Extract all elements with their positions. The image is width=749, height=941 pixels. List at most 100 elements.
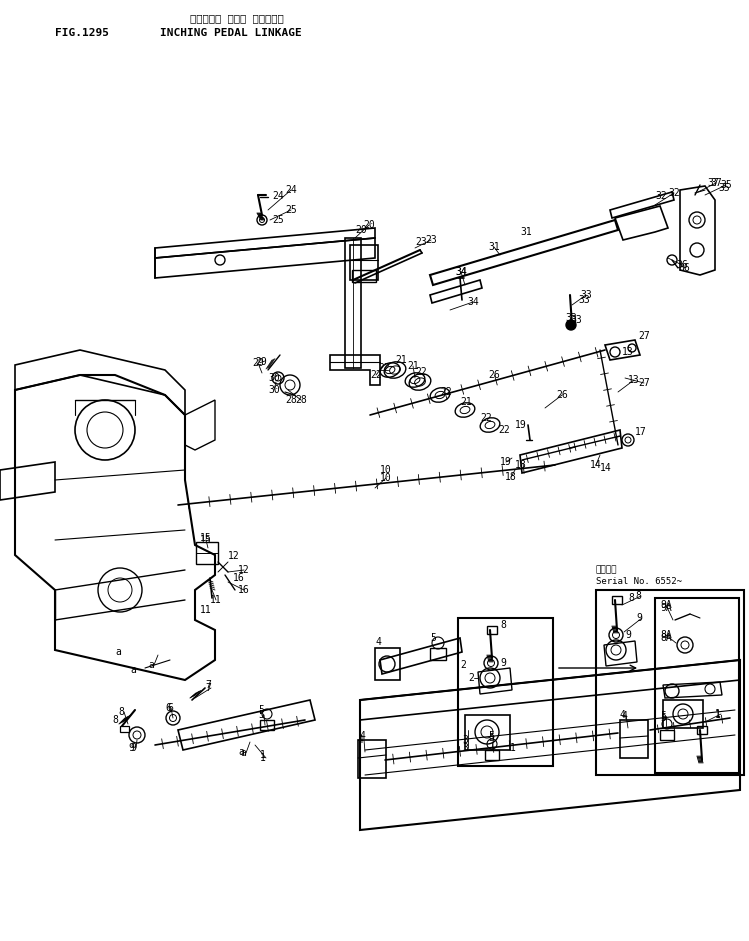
- Text: 1: 1: [260, 753, 266, 763]
- Bar: [350, 245, 378, 280]
- Text: 33: 33: [565, 313, 577, 323]
- Text: 3: 3: [462, 735, 468, 745]
- Text: 11: 11: [210, 595, 222, 605]
- Text: 34: 34: [467, 297, 479, 307]
- Text: 9: 9: [130, 743, 136, 753]
- Text: 6: 6: [165, 703, 171, 713]
- Text: 29: 29: [252, 358, 264, 368]
- Text: 35: 35: [720, 180, 732, 190]
- Polygon shape: [615, 206, 668, 240]
- Bar: [487, 626, 497, 634]
- Text: 20: 20: [363, 220, 374, 230]
- Text: 9: 9: [625, 630, 631, 640]
- Text: 8A: 8A: [660, 630, 672, 640]
- Bar: [620, 720, 648, 758]
- Text: a: a: [148, 660, 154, 670]
- Text: 2: 2: [460, 660, 466, 670]
- Text: 23: 23: [425, 235, 437, 245]
- Text: 13: 13: [628, 375, 640, 385]
- Text: 9A: 9A: [660, 603, 672, 613]
- Text: 16: 16: [233, 573, 245, 583]
- Text: 8: 8: [635, 591, 641, 601]
- Text: a: a: [238, 747, 244, 757]
- Bar: [655, 598, 739, 773]
- Text: 15: 15: [200, 533, 212, 543]
- Text: 21: 21: [460, 397, 472, 407]
- Text: 4: 4: [375, 637, 381, 647]
- Text: 8: 8: [628, 593, 634, 603]
- Text: 11: 11: [200, 605, 212, 615]
- Text: 9A: 9A: [660, 600, 672, 610]
- Text: 32: 32: [668, 188, 680, 198]
- Text: 34: 34: [455, 267, 467, 277]
- Bar: [430, 648, 446, 660]
- Text: 22: 22: [440, 387, 452, 397]
- Text: 24: 24: [285, 185, 297, 195]
- Text: 32: 32: [655, 191, 667, 201]
- Bar: [260, 720, 274, 730]
- Text: 29: 29: [255, 357, 267, 367]
- Text: 24: 24: [272, 191, 284, 201]
- Text: 22: 22: [480, 413, 492, 423]
- Text: 9: 9: [128, 743, 134, 753]
- Text: 7: 7: [205, 680, 211, 690]
- Text: 19: 19: [500, 457, 512, 467]
- Text: 2: 2: [468, 673, 474, 683]
- Bar: [458, 618, 553, 766]
- Text: 1: 1: [715, 709, 721, 719]
- Text: FIG.1295: FIG.1295: [55, 28, 109, 38]
- Bar: [120, 726, 129, 732]
- Text: 16: 16: [238, 585, 249, 595]
- Text: 8: 8: [112, 715, 118, 725]
- Text: 5: 5: [660, 711, 666, 721]
- Text: 20: 20: [355, 225, 367, 235]
- Text: 25: 25: [272, 215, 284, 225]
- Text: 37: 37: [707, 178, 719, 188]
- Text: 33: 33: [570, 315, 582, 325]
- Text: 12: 12: [228, 551, 240, 561]
- Text: 27: 27: [638, 331, 649, 341]
- Text: インチング ペダル リンケージ: インチング ペダル リンケージ: [190, 13, 284, 23]
- Bar: [596, 590, 744, 775]
- Text: 5: 5: [430, 633, 436, 643]
- Text: 7: 7: [205, 683, 211, 693]
- Text: a: a: [240, 748, 246, 758]
- Text: INCHING PEDAL LINKAGE: INCHING PEDAL LINKAGE: [160, 28, 302, 38]
- Text: 4: 4: [358, 735, 364, 745]
- Bar: [345, 238, 361, 368]
- Text: 10: 10: [380, 473, 392, 483]
- Text: 1: 1: [260, 750, 266, 760]
- Text: 3: 3: [462, 743, 468, 753]
- Text: 30: 30: [268, 373, 279, 383]
- Text: 22: 22: [498, 425, 510, 435]
- Text: 9: 9: [636, 613, 642, 623]
- Bar: [375, 648, 400, 680]
- Bar: [352, 270, 376, 282]
- Text: 21: 21: [407, 361, 419, 371]
- Text: 33: 33: [580, 290, 592, 300]
- Text: 33: 33: [578, 295, 589, 305]
- Text: 28: 28: [295, 395, 307, 405]
- Bar: [485, 750, 499, 760]
- Bar: [612, 596, 622, 604]
- Text: 14: 14: [600, 463, 612, 473]
- Text: 8: 8: [118, 707, 124, 717]
- Text: 26: 26: [556, 390, 568, 400]
- Text: 36: 36: [676, 260, 688, 270]
- Text: 1: 1: [715, 710, 721, 720]
- Text: 28: 28: [285, 395, 297, 405]
- Text: 15: 15: [200, 535, 212, 545]
- Text: 10: 10: [380, 465, 392, 475]
- Text: 22: 22: [370, 370, 382, 380]
- Bar: [196, 542, 218, 564]
- Text: a: a: [130, 665, 136, 675]
- Text: 4: 4: [620, 710, 626, 720]
- Text: 6: 6: [167, 703, 173, 713]
- Text: 26: 26: [488, 370, 500, 380]
- Text: 21: 21: [395, 355, 407, 365]
- Text: 27: 27: [638, 378, 649, 388]
- Text: 4: 4: [360, 731, 366, 741]
- Text: 5: 5: [488, 733, 494, 743]
- Text: 22: 22: [415, 367, 427, 377]
- Text: 5: 5: [258, 710, 264, 720]
